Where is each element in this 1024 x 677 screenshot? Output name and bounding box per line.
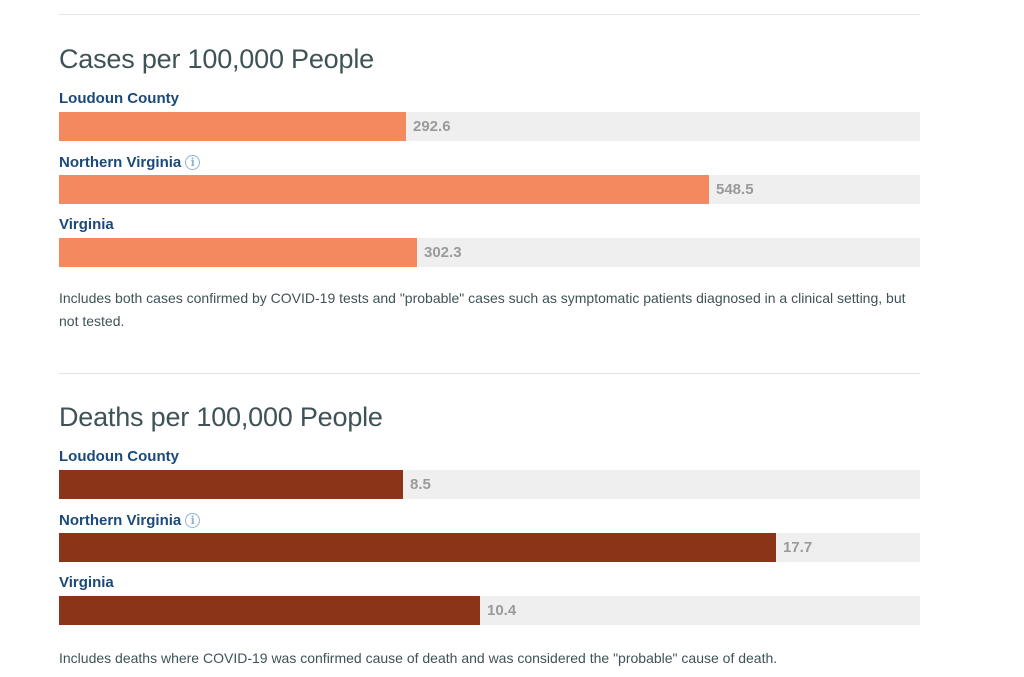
- row-label-text: Virginia: [59, 216, 114, 233]
- deaths-bar-loudoun: [59, 470, 403, 499]
- deaths-value-northern-virginia: 17.7: [783, 539, 813, 556]
- cases-value-northern-virginia: 548.5: [716, 181, 754, 198]
- deaths-bar-virginia: [59, 596, 480, 625]
- deaths-value-virginia: 10.4: [487, 602, 517, 619]
- deaths-track-northern-virginia: 17.7: [59, 533, 920, 562]
- row-label-text: Northern Virginia: [59, 512, 182, 529]
- cases-title: Cases per 100,000 People: [59, 44, 374, 74]
- deaths-bar-northern-virginia: [59, 533, 776, 562]
- cases-track-virginia: 302.3: [59, 238, 920, 267]
- deaths-track-loudoun: 8.5: [59, 470, 920, 499]
- cases-bar-loudoun: [59, 112, 406, 141]
- row-label-text: Loudoun County: [59, 448, 179, 465]
- cases-bar-virginia: [59, 238, 417, 267]
- middle-divider: [59, 373, 920, 374]
- cases-value-virginia: 302.3: [424, 244, 462, 261]
- row-label-text: Virginia: [59, 574, 114, 591]
- deaths-note: Includes deaths where COVID-19 was confi…: [59, 650, 778, 666]
- row-label-text: Loudoun County: [59, 90, 179, 107]
- deaths-label-virginia: Virginia: [59, 574, 114, 591]
- info-icon[interactable]: i: [185, 155, 201, 170]
- cases-label-virginia: Virginia: [59, 216, 114, 233]
- cases-track-northern-virginia: 548.5: [59, 175, 920, 204]
- cases-label-northern-virginia: Northern Virginia i: [59, 154, 201, 171]
- row-label-text: Northern Virginia: [59, 154, 182, 171]
- deaths-label-northern-virginia: Northern Virginia i: [59, 512, 201, 529]
- cases-value-loudoun: 292.6: [413, 118, 451, 135]
- cases-note: Includes both cases confirmed by COVID-1…: [59, 290, 906, 329]
- cases-bar-northern-virginia: [59, 175, 709, 204]
- deaths-track-virginia: 10.4: [59, 596, 920, 625]
- info-icon[interactable]: i: [185, 513, 201, 528]
- top-divider: [59, 14, 920, 15]
- cases-track-loudoun: 292.6: [59, 112, 920, 141]
- cases-label-loudoun: Loudoun County: [59, 90, 179, 107]
- deaths-title: Deaths per 100,000 People: [59, 402, 383, 432]
- deaths-label-loudoun: Loudoun County: [59, 448, 179, 465]
- deaths-value-loudoun: 8.5: [410, 476, 431, 493]
